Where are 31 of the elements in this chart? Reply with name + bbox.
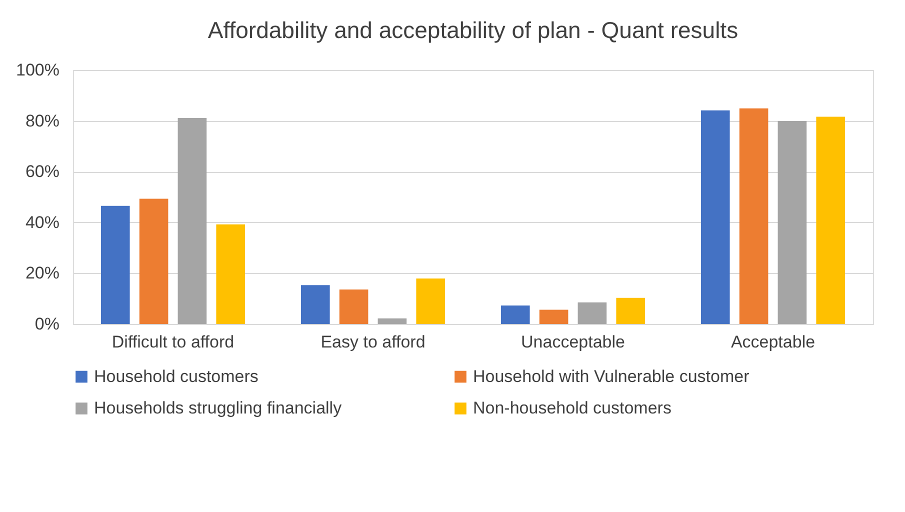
bar xyxy=(578,302,607,324)
y-tick-label: 40% xyxy=(25,212,60,232)
x-tick-label: Easy to afford xyxy=(320,332,426,352)
chart-title: Affordability and acceptability of plan - Quant results xyxy=(208,17,738,43)
bar xyxy=(501,305,530,324)
x-tick-label: Acceptable xyxy=(730,332,816,352)
y-tick-label: 60% xyxy=(25,162,60,182)
legend-label: Household customers xyxy=(94,366,258,386)
bar xyxy=(701,110,730,324)
x-tick-label: Difficult to afford xyxy=(112,332,234,352)
bar xyxy=(216,224,245,324)
bar xyxy=(816,116,845,324)
bar xyxy=(616,298,645,324)
y-tick-label: 100% xyxy=(16,60,60,80)
bar xyxy=(339,289,368,324)
y-tick-label: 20% xyxy=(25,264,60,283)
bar xyxy=(416,278,445,324)
bar xyxy=(101,206,130,324)
bar xyxy=(778,121,807,324)
bar xyxy=(301,285,330,324)
bar xyxy=(178,118,207,324)
legend-label: Households struggling financially xyxy=(94,398,342,418)
legend-label: Household with Vulnerable customer xyxy=(473,366,750,386)
bar xyxy=(739,108,768,324)
bar xyxy=(378,318,407,324)
bar xyxy=(539,310,568,324)
y-tick-label: 80% xyxy=(25,111,60,130)
legend-label: Non-household customers xyxy=(473,398,672,418)
x-tick-label: Unacceptable xyxy=(521,332,625,352)
bar xyxy=(139,198,168,324)
y-tick-label: 0% xyxy=(34,314,60,334)
